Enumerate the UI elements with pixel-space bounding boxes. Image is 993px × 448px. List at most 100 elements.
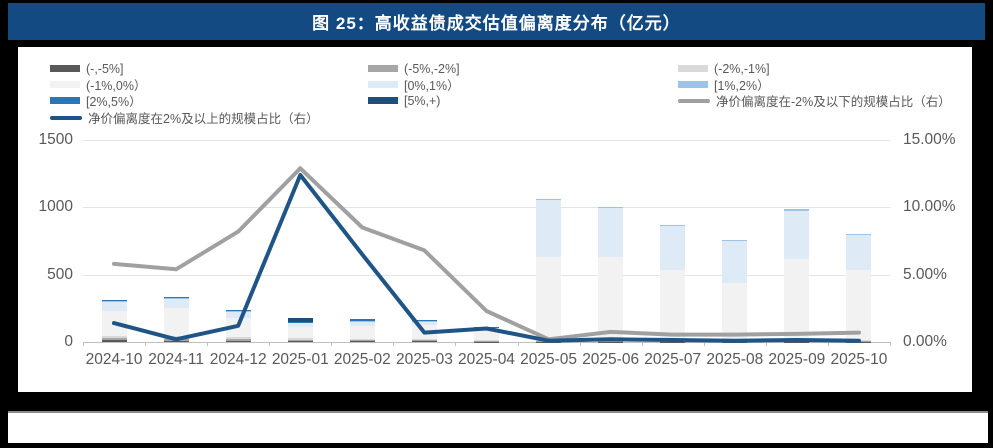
bottom-band bbox=[8, 411, 988, 443]
bar-segment bbox=[349, 340, 375, 342]
left-axis-tick-label: 0 bbox=[64, 333, 73, 350]
left-axis-tick-label: 500 bbox=[47, 265, 73, 283]
x-axis-label: 2025-09 bbox=[768, 351, 826, 368]
legend-item: [1%,2%） bbox=[678, 77, 770, 93]
bar-segment bbox=[225, 310, 251, 312]
bar-segment bbox=[349, 321, 375, 326]
x-axis-label: 2025-01 bbox=[271, 351, 329, 368]
legend-label: 净价偏离度在-2%及以下的规模占比（右） bbox=[716, 95, 951, 109]
bar-segment bbox=[101, 340, 127, 342]
legend-item: [0%,1%） bbox=[368, 77, 460, 93]
x-axis-label: 2025-04 bbox=[458, 351, 515, 368]
chart-panel: (-,-5%] (-1%,0%） [2%,5%） 净价偏离度在2%及以上的规模占比（右… bbox=[18, 47, 972, 392]
bar-segment bbox=[536, 256, 562, 341]
x-axis-tick bbox=[641, 342, 643, 346]
gridline bbox=[83, 342, 890, 343]
bar-segment bbox=[163, 298, 189, 309]
x-axis-label: 2025-06 bbox=[582, 351, 640, 368]
x-axis-tick bbox=[579, 342, 581, 346]
bar-segment bbox=[101, 300, 127, 301]
bar-segment bbox=[225, 336, 251, 340]
bar-segment bbox=[722, 283, 748, 341]
bar-segment bbox=[411, 338, 437, 341]
legend-label: (-2%,-1%] bbox=[714, 61, 770, 76]
bar-segment bbox=[411, 340, 437, 342]
line-series-layer bbox=[112, 166, 861, 343]
bar-segment bbox=[784, 209, 810, 211]
bar-segment bbox=[846, 234, 872, 236]
bar-segment bbox=[474, 330, 499, 340]
legend-bar-swatch bbox=[368, 81, 398, 88]
x-axis-tick bbox=[703, 342, 705, 346]
bar-segment bbox=[349, 325, 375, 339]
bar-segment bbox=[722, 239, 748, 241]
x-axis-tick bbox=[331, 342, 333, 346]
bar-segment bbox=[474, 339, 499, 341]
legend-label: (-5%,-2%] bbox=[404, 61, 460, 76]
right-axis-tick-label: 0.00% bbox=[903, 333, 947, 350]
legend-bar-swatch bbox=[50, 97, 80, 104]
chart-legend: (-,-5%] (-1%,0%） [2%,5%） 净价偏离度在2%及以上的规模占比（右… bbox=[18, 47, 972, 133]
bar-segment bbox=[225, 309, 251, 311]
gridline bbox=[83, 274, 890, 276]
x-axis-tick bbox=[269, 342, 271, 346]
bar-segment bbox=[163, 296, 189, 298]
left-axis-tick-label: 1000 bbox=[38, 198, 73, 216]
legend-line-swatch bbox=[678, 98, 710, 103]
bar-segment bbox=[287, 337, 313, 340]
bar-segment bbox=[287, 321, 313, 323]
x-axis-tick bbox=[145, 342, 147, 346]
bar-segment bbox=[846, 270, 872, 341]
bar-segment bbox=[287, 340, 313, 342]
x-axis-tick bbox=[83, 342, 84, 346]
x-axis-label: 2024-10 bbox=[85, 351, 143, 368]
legend-bar-swatch bbox=[368, 97, 398, 104]
bar-segment bbox=[349, 338, 375, 341]
x-axis-label: 2025-03 bbox=[395, 351, 453, 368]
legend-item: (-2%,-1%] bbox=[678, 61, 770, 76]
gridline bbox=[83, 207, 890, 209]
bar-segment bbox=[536, 200, 562, 257]
x-axis-tick bbox=[765, 342, 767, 346]
bar-segment bbox=[598, 208, 624, 258]
bar-segment bbox=[225, 311, 251, 318]
x-axis-label: 2024-11 bbox=[148, 351, 204, 368]
bar-segment bbox=[411, 341, 437, 342]
bar-segment bbox=[287, 322, 313, 324]
bar-segment bbox=[225, 340, 251, 342]
legend-item: (-,-5%] bbox=[50, 61, 124, 76]
legend-label: [0%,1%） bbox=[404, 79, 460, 93]
legend-bar-swatch bbox=[50, 81, 80, 88]
legend-item: (-5%,-2%] bbox=[368, 61, 460, 76]
right-axis-tick-label: 5.00% bbox=[903, 265, 947, 283]
bar-segment bbox=[287, 318, 313, 322]
legend-bar-swatch bbox=[678, 81, 708, 88]
legend-item: 净价偏离度在2%及以上的规模占比（右） bbox=[50, 110, 319, 126]
bar-segment bbox=[784, 259, 810, 341]
gridline bbox=[83, 140, 890, 141]
legend-bar-swatch bbox=[678, 65, 708, 72]
x-axis-tick bbox=[517, 342, 519, 346]
x-axis-label: 2025-10 bbox=[830, 351, 888, 368]
legend-bar-swatch bbox=[50, 65, 80, 72]
bar-segment bbox=[101, 302, 127, 312]
bar-segment bbox=[287, 339, 313, 341]
bar-segment bbox=[411, 320, 437, 322]
right-axis-tick-label: 10.00% bbox=[903, 198, 956, 216]
bar-segment bbox=[536, 198, 562, 201]
bar-segment bbox=[411, 321, 437, 326]
bar-segment bbox=[349, 320, 375, 322]
legend-label: [2%,5%） bbox=[86, 95, 142, 109]
bar-segment bbox=[598, 341, 624, 342]
x-axis-tick bbox=[455, 342, 457, 346]
bar-segment bbox=[287, 323, 313, 327]
legend-label: (-1%,0%） bbox=[86, 79, 147, 93]
left-axis-tick-label: 1500 bbox=[38, 131, 73, 148]
legend-item: (-1%,0%） bbox=[50, 77, 147, 93]
bar-segment bbox=[163, 308, 189, 337]
line-series bbox=[112, 173, 861, 343]
bar-segment bbox=[598, 257, 624, 341]
bar-segment bbox=[225, 339, 251, 341]
legend-label: (-,-5%] bbox=[86, 61, 124, 76]
bar-segment bbox=[474, 340, 499, 342]
